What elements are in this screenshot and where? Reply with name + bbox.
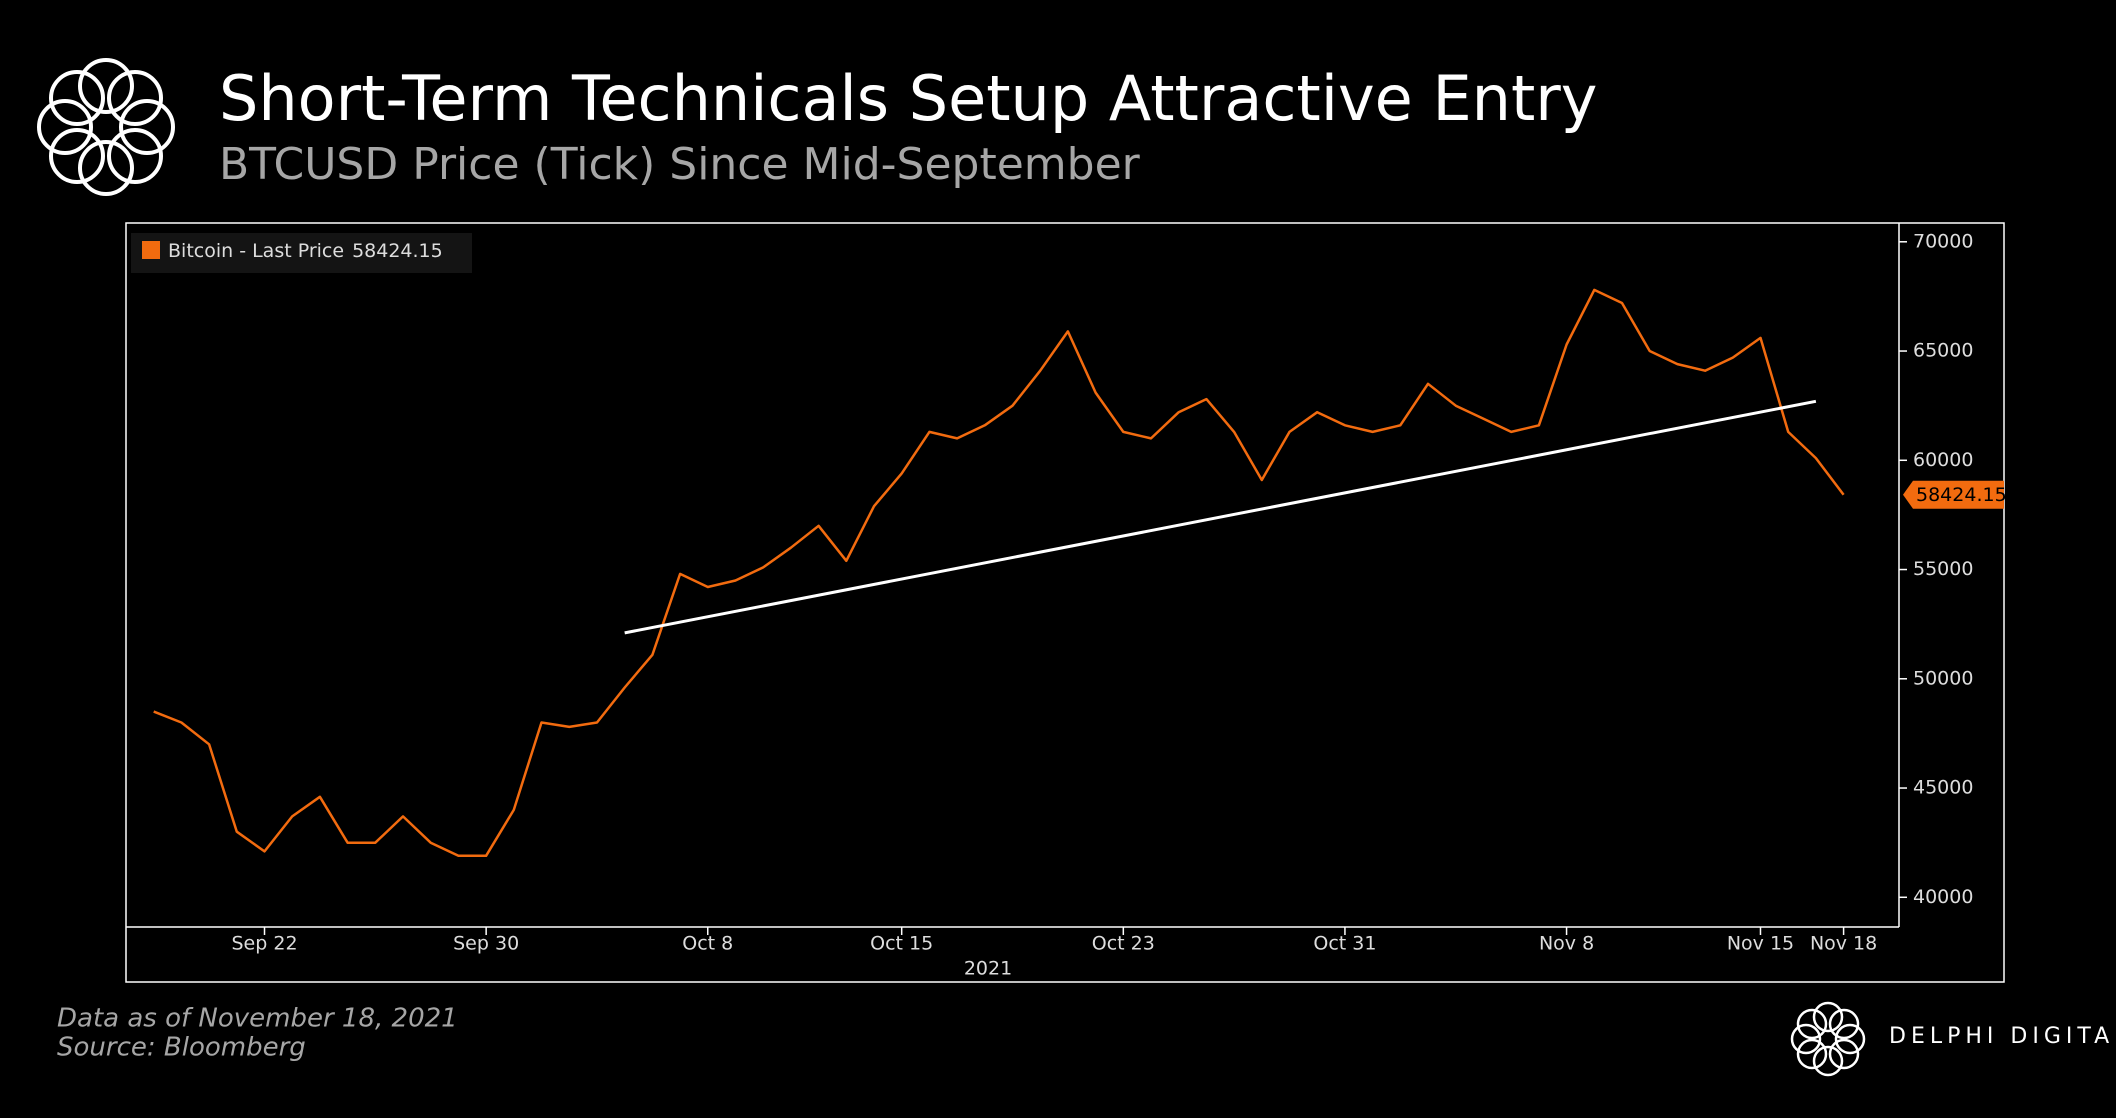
last-price-label: 58424.15 (1916, 484, 2007, 506)
y-tick-label: 70000 (1913, 230, 1973, 252)
y-tick-label: 40000 (1913, 886, 1973, 908)
trendline (624, 399, 1817, 635)
y-tick-label: 60000 (1913, 449, 1973, 471)
plot-frame (125, 222, 2005, 983)
x-tick-label: Nov 18 (1810, 933, 1877, 955)
x-tick-label: Sep 22 (232, 933, 298, 955)
legend-label: Bitcoin - Last Price (168, 240, 344, 262)
y-tick-label: 45000 (1913, 777, 1973, 799)
x-axis-label: 2021 (964, 958, 1012, 980)
legend-swatch (142, 241, 160, 259)
source: Source: Bloomberg (57, 1033, 306, 1063)
last-price-tag (1903, 480, 2004, 509)
legend (131, 233, 472, 273)
logo (37, 58, 175, 196)
x-tick-label: Oct 8 (682, 933, 733, 955)
y-tick-label: 65000 (1913, 340, 1973, 362)
x-tick-label: Oct 31 (1313, 933, 1376, 955)
brand-logo (1790, 1001, 1866, 1077)
y-tick-label: 55000 (1913, 558, 1973, 580)
footnote: Data as of November 18, 2021 (57, 1004, 458, 1034)
legend-text: Bitcoin - Last Price 58424.15 (168, 240, 443, 262)
chart-title: Short-Term Technicals Setup Attractive E… (219, 62, 1597, 135)
x-tick-label: Sep 30 (453, 933, 519, 955)
x-tick-label: Oct 23 (1092, 933, 1155, 955)
x-tick-label: Nov 15 (1727, 933, 1794, 955)
legend-value: 58424.15 (352, 240, 443, 262)
brand-name: DELPHI DIGITAL (1889, 1024, 2116, 1049)
y-tick-label: 50000 (1913, 667, 1973, 689)
x-tick-label: Nov 8 (1539, 933, 1594, 955)
price-line (153, 288, 1845, 858)
x-tick-label: Oct 15 (870, 933, 933, 955)
chart-subtitle: BTCUSD Price (Tick) Since Mid-September (219, 139, 1141, 190)
